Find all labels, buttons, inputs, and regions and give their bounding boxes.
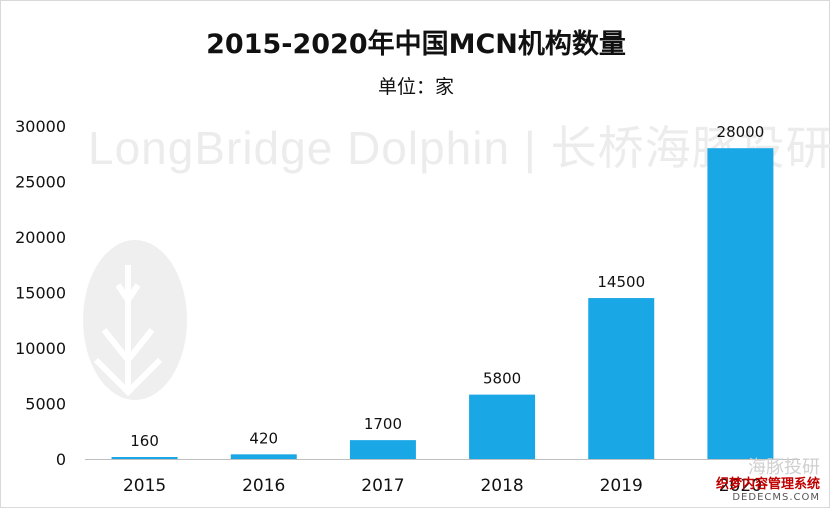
- y-tick-label: 30000: [15, 117, 66, 136]
- x-axis: 2015 2016 2017 2018 2019 2020: [85, 459, 800, 496]
- bar-2016: [230, 454, 297, 459]
- data-label: 1700: [364, 415, 402, 433]
- corner-watermark-line2: 织梦内容管理系统: [715, 477, 820, 492]
- data-label: 14500: [597, 273, 645, 291]
- bar-2019: [588, 298, 655, 459]
- data-label: 5800: [483, 370, 521, 388]
- x-tick-label: 2016: [242, 476, 285, 496]
- bar-2020: [707, 148, 774, 459]
- x-tick-label: 2015: [123, 476, 166, 496]
- watermark-logo: [83, 240, 187, 400]
- x-tick-label: 2018: [480, 476, 523, 496]
- corner-watermark-line1: 海豚投研: [748, 457, 820, 478]
- y-tick-label: 5000: [25, 395, 66, 414]
- chart-subtitle: 单位：家: [377, 76, 454, 98]
- bar-2018: [469, 394, 536, 459]
- data-label: 160: [130, 432, 159, 450]
- corner-watermark-line3: DEDECMS.COM: [732, 492, 820, 503]
- bar-2017: [349, 440, 416, 459]
- y-tick-label: 15000: [15, 284, 66, 303]
- x-tick-label: 2017: [361, 476, 404, 496]
- y-axis: 0 5000 10000 15000 20000 25000 30000: [15, 117, 66, 469]
- data-label: 420: [249, 429, 278, 447]
- y-tick-label: 20000: [15, 228, 66, 247]
- bar-2015: [111, 457, 178, 459]
- x-tick-label: 2019: [600, 476, 643, 496]
- y-tick-label: 25000: [15, 173, 66, 192]
- bars: 160 420 1700 5800 14500 28000: [111, 123, 774, 459]
- x-tick-label: 2020: [719, 476, 762, 496]
- y-tick-label: 10000: [15, 339, 66, 358]
- y-tick-label: 0: [56, 450, 66, 469]
- data-label: 28000: [717, 123, 765, 141]
- corner-watermark: 海豚投研 织梦内容管理系统 DEDECMS.COM: [716, 458, 820, 504]
- chart-title: 2015-2020年中国MCN机构数量: [206, 29, 626, 60]
